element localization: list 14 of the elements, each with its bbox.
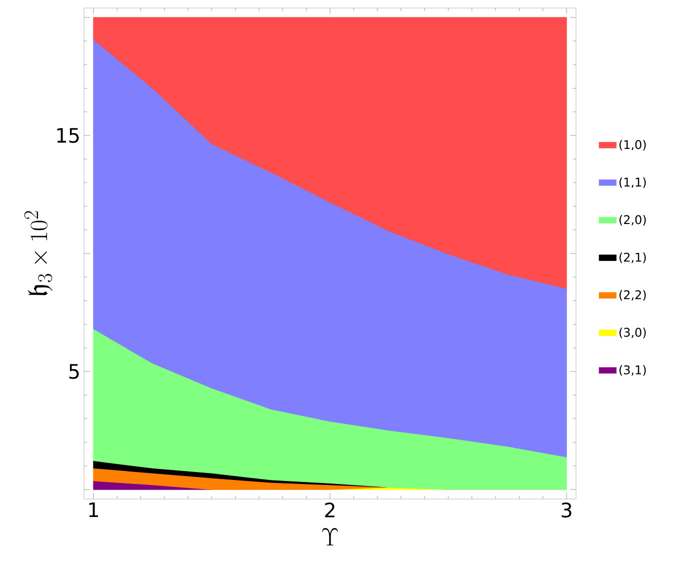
legend-label: (1,1) — [620, 177, 646, 188]
y-axis-title: $\mathfrak{h}_3 \times 10^2$ — [24, 211, 53, 296]
legend-label: (3,0) — [620, 328, 646, 338]
legend-label: (1,0) — [620, 140, 646, 150]
y-tick-label: 5 — [69, 364, 79, 379]
legend-label: (2,2) — [620, 290, 646, 301]
legend-label: (2,1) — [620, 252, 646, 264]
x-tick-label: 1 — [89, 502, 98, 518]
x-axis-title: $\Upsilon$ — [322, 528, 338, 546]
y-tick-label: 15 — [57, 128, 79, 143]
legend-label: (3,1) — [620, 365, 646, 376]
x-tick-label: 3 — [562, 502, 572, 518]
legend-label: (2,0) — [620, 214, 646, 226]
x-tick-label: 2 — [325, 502, 334, 518]
